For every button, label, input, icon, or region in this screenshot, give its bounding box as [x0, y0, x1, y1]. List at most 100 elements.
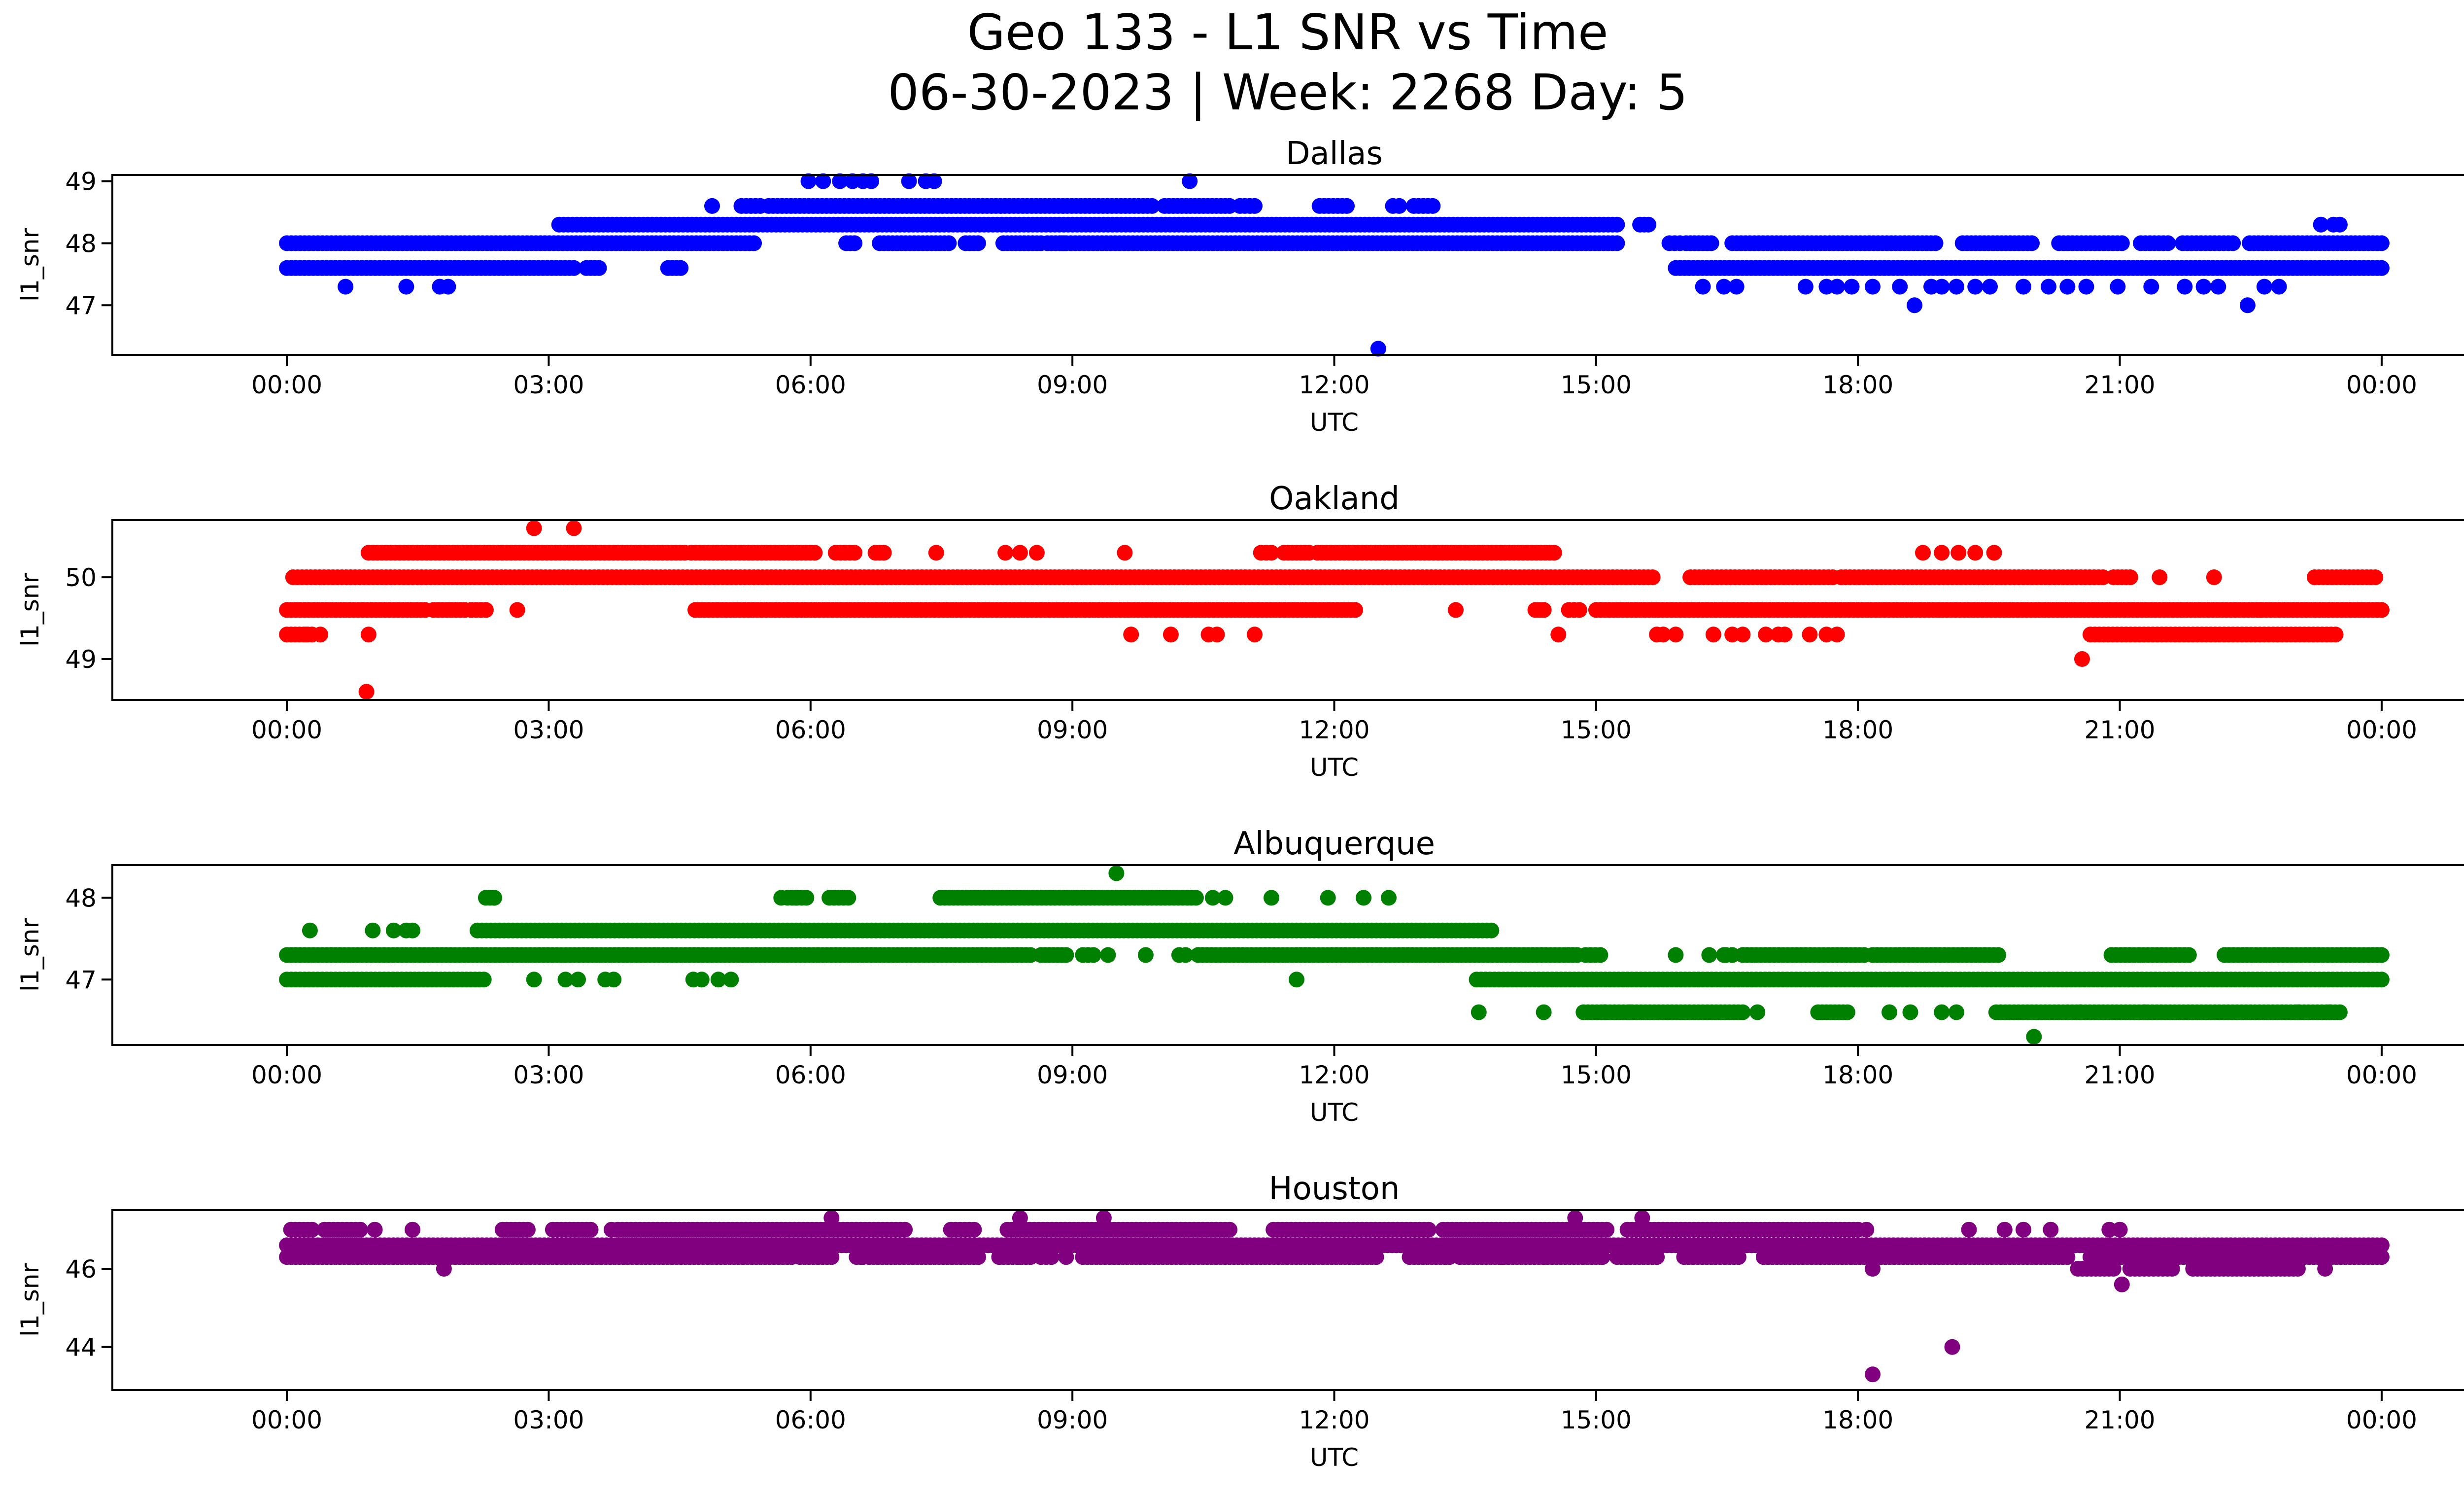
data-point	[2114, 235, 2130, 251]
x-tick-label: 15:00	[1561, 716, 1632, 744]
data-point	[1594, 1249, 1610, 1265]
data-point	[1996, 1221, 2013, 1238]
x-tick-label: 00:00	[251, 716, 322, 744]
data-point	[486, 890, 502, 906]
x-tick-label: 06:00	[775, 1061, 846, 1089]
data-point	[2321, 1004, 2337, 1020]
data-point	[1370, 341, 1386, 357]
subplot-panels: Dallas 00:00 03:00 06:00 09:00 12:00 15:00 18:0…	[16, 136, 2464, 1472]
data-point	[997, 545, 1014, 561]
data-point	[1934, 278, 1950, 295]
data-point	[1209, 626, 1225, 643]
data-point	[1735, 626, 1751, 643]
data-point	[1095, 1210, 1112, 1226]
data-point	[1907, 297, 1922, 313]
data-point	[591, 260, 607, 276]
y-tick-label: 47	[65, 966, 97, 994]
data-point	[1289, 972, 1304, 988]
series-albuquerque	[279, 865, 2390, 1045]
data-point	[1222, 1221, 1237, 1238]
data-point	[1012, 1210, 1028, 1226]
x-tick-label: 06:00	[775, 371, 846, 399]
data-point	[1609, 216, 1625, 233]
data-point	[1990, 947, 2006, 963]
data-point	[1425, 198, 1441, 214]
series-houston	[279, 1210, 2390, 1383]
y-tick-label: 49	[65, 168, 97, 196]
data-point	[1058, 1249, 1074, 1265]
data-point	[1829, 278, 1845, 295]
data-point	[1728, 278, 1745, 295]
data-point	[367, 1221, 383, 1238]
data-point	[405, 1221, 421, 1238]
data-point	[746, 235, 762, 251]
y-tick-label: 47	[65, 291, 97, 320]
data-point	[1339, 198, 1355, 214]
data-point	[2024, 235, 2040, 251]
data-point	[2239, 297, 2256, 313]
data-point	[1100, 947, 1116, 963]
data-point	[1865, 1261, 1881, 1277]
data-point	[2327, 626, 2344, 643]
data-point	[876, 545, 892, 561]
x-tick-label: 03:00	[513, 1061, 584, 1089]
data-point	[2206, 569, 2222, 586]
data-point	[1205, 890, 1221, 906]
data-point	[1571, 602, 1587, 618]
data-point	[1621, 1004, 1638, 1020]
data-point	[566, 520, 582, 536]
data-point	[1961, 1221, 1977, 1238]
y-axis-label-dallas: l1_snr	[16, 228, 44, 302]
x-tick-label: 03:00	[513, 716, 584, 744]
x-tick-label: 21:00	[2085, 1406, 2156, 1434]
x-tick-label: 12:00	[1299, 716, 1369, 744]
data-point	[2160, 235, 2176, 251]
data-point	[710, 972, 726, 988]
figure-title-line2: 06-30-2023 | Week: 2268 Day: 5	[888, 64, 1687, 121]
y-tick-label: 48	[65, 884, 97, 912]
series-oakland	[279, 520, 2390, 700]
data-point	[1550, 626, 1567, 643]
data-point	[365, 922, 381, 939]
data-point	[823, 1210, 840, 1226]
data-point	[2016, 1221, 2031, 1238]
x-axis-label-albuquerque: UTC	[1310, 1098, 1359, 1127]
data-point	[358, 684, 375, 700]
y-tick-label: 46	[65, 1255, 97, 1284]
data-point	[2195, 278, 2212, 295]
x-axis-label-dallas: UTC	[1310, 408, 1359, 437]
data-point	[1536, 1249, 1552, 1265]
panel-title-dallas: Dallas	[1286, 136, 1383, 172]
data-point	[1839, 1004, 1855, 1020]
x-tick-label: 12:00	[1299, 1406, 1369, 1434]
data-point	[604, 1221, 619, 1238]
figure-title-line1: Geo 133 - L1 SNR vs Time	[967, 3, 1608, 61]
data-point	[352, 1221, 368, 1238]
data-point	[2043, 1221, 2059, 1238]
data-point	[970, 1249, 986, 1265]
data-point	[928, 545, 944, 561]
x-axis-label-houston: UTC	[1310, 1443, 1359, 1472]
data-point	[1829, 626, 1845, 643]
x-tick-label: 09:00	[1037, 716, 1108, 744]
data-point	[1247, 626, 1263, 643]
data-point	[1123, 626, 1139, 643]
data-point	[1967, 278, 1984, 295]
data-point	[2072, 1004, 2088, 1020]
data-point	[2016, 278, 2031, 295]
data-point	[1592, 947, 1608, 963]
data-point	[1668, 947, 1684, 963]
data-point	[2074, 651, 2090, 667]
data-point	[1247, 198, 1263, 214]
data-point	[1982, 278, 1998, 295]
data-point	[1701, 947, 1717, 963]
data-point	[832, 173, 848, 189]
data-point	[1381, 890, 1397, 906]
x-tick-label: 18:00	[1822, 1061, 1893, 1089]
data-point	[398, 278, 414, 295]
x-tick-label: 21:00	[2085, 1061, 2156, 1089]
